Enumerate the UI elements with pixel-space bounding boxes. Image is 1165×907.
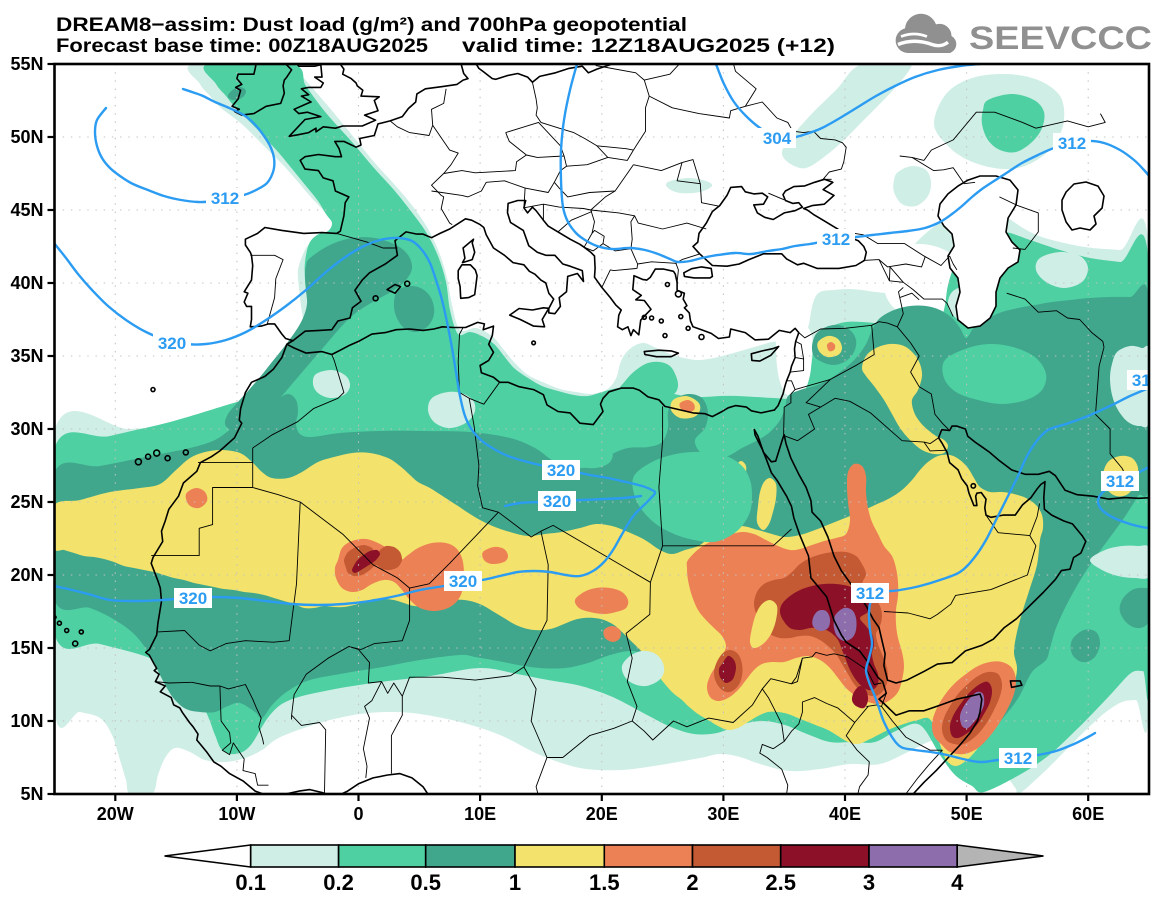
svg-text:320: 320 [179,589,207,608]
svg-text:40N: 40N [10,273,43,293]
svg-text:20E: 20E [586,804,618,824]
svg-text:Forecast base time: 00Z18AUG20: Forecast base time: 00Z18AUG2025 [56,35,428,57]
svg-text:20N: 20N [10,565,43,585]
svg-text:DREAM8−assim: Dust load (g/m²): DREAM8−assim: Dust load (g/m²) and 700hP… [56,14,687,36]
svg-text:15N: 15N [10,638,43,658]
svg-text:35N: 35N [10,346,43,366]
svg-text:312: 312 [1132,371,1160,390]
svg-text:1.5: 1.5 [589,870,620,895]
svg-text:55N: 55N [10,54,43,74]
svg-text:304: 304 [763,129,792,148]
svg-text:312: 312 [1058,134,1086,153]
svg-text:SEEVCCC: SEEVCCC [969,20,1152,56]
svg-text:312: 312 [856,584,884,603]
svg-text:0.5: 0.5 [410,870,441,895]
svg-text:320: 320 [449,572,477,591]
svg-text:0.2: 0.2 [323,870,354,895]
svg-text:3: 3 [863,870,875,895]
svg-text:5N: 5N [20,784,43,804]
svg-text:1: 1 [509,870,521,895]
svg-text:2: 2 [686,870,698,895]
svg-text:20W: 20W [97,804,134,824]
svg-text:320: 320 [543,492,571,511]
svg-text:312: 312 [822,230,850,249]
svg-text:312: 312 [1004,749,1032,768]
svg-text:312: 312 [211,189,239,208]
svg-text:10W: 10W [218,804,255,824]
svg-text:320: 320 [158,334,186,353]
svg-text:25N: 25N [10,492,43,512]
svg-text:0.1: 0.1 [235,870,266,895]
svg-text:60E: 60E [1072,804,1104,824]
svg-text:valid time: 12Z18AUG2025 (+12): valid time: 12Z18AUG2025 (+12) [462,35,835,57]
svg-text:4: 4 [951,870,964,895]
svg-text:10N: 10N [10,711,43,731]
svg-text:30E: 30E [707,804,739,824]
svg-text:50E: 50E [951,804,983,824]
svg-text:0: 0 [353,804,363,824]
svg-text:50N: 50N [10,127,43,147]
svg-text:312: 312 [1106,472,1134,491]
svg-text:10E: 10E [464,804,496,824]
svg-text:45N: 45N [10,200,43,220]
svg-text:2.5: 2.5 [765,870,796,895]
svg-text:320: 320 [547,461,575,480]
svg-text:40E: 40E [829,804,861,824]
svg-text:30N: 30N [10,419,43,439]
